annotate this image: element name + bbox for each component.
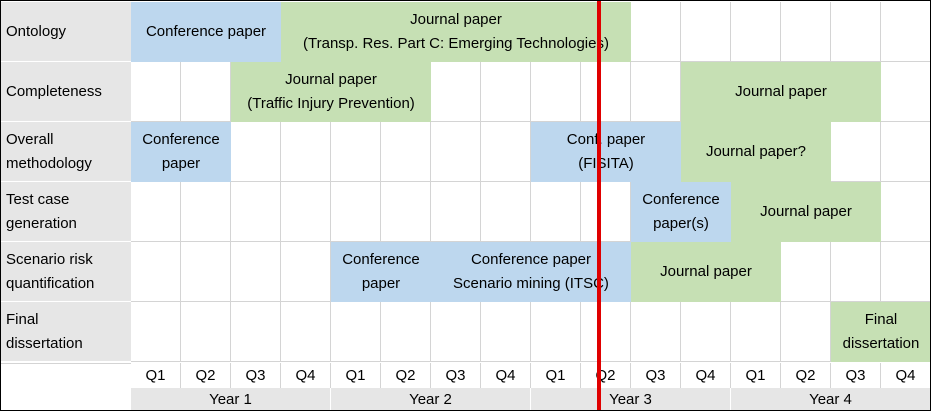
grid-cell bbox=[281, 242, 331, 302]
grid-cell bbox=[681, 302, 731, 362]
quarter-tick-label: Q1 bbox=[131, 363, 181, 388]
year-label: Year 2 bbox=[331, 388, 531, 410]
journal-paper-bar: Final dissertation bbox=[831, 302, 930, 362]
grid-cell bbox=[231, 182, 281, 242]
grid-cell bbox=[381, 302, 431, 362]
grid-cell bbox=[531, 62, 581, 122]
grid-cell bbox=[481, 302, 531, 362]
grid-cell bbox=[431, 182, 481, 242]
grid-cell bbox=[581, 62, 631, 122]
quarter-tick-label: Q2 bbox=[781, 363, 831, 388]
grid-cell bbox=[631, 2, 681, 62]
current-time-line bbox=[596, 1, 601, 410]
grid-cell bbox=[581, 182, 631, 242]
grid-cell bbox=[481, 182, 531, 242]
grid-cell bbox=[181, 302, 231, 362]
grid-cell bbox=[881, 122, 930, 182]
conference-paper-bar: Conference paper bbox=[331, 242, 431, 302]
grid-cell bbox=[881, 2, 930, 62]
quarter-tick-label: Q1 bbox=[731, 363, 781, 388]
grid-cell bbox=[231, 242, 281, 302]
grid-cell bbox=[681, 2, 731, 62]
journal-paper-bar: Journal paper (Traffic Injury Prevention… bbox=[231, 62, 431, 122]
grid-cell bbox=[881, 242, 930, 302]
conference-paper-bar: Conf. paper (FISITA) bbox=[531, 122, 681, 182]
grid-cell bbox=[131, 182, 181, 242]
grid-cell bbox=[231, 122, 281, 182]
grid-cell bbox=[881, 62, 930, 122]
quarter-tick-label: Q4 bbox=[681, 363, 731, 388]
conference-paper-bar: Conference paper Scenario mining (ITSC) bbox=[431, 242, 631, 302]
grid-cell bbox=[431, 122, 481, 182]
quarter-tick-label: Q3 bbox=[631, 363, 681, 388]
grid-cell bbox=[281, 302, 331, 362]
grid-cell bbox=[281, 122, 331, 182]
row-label: Scenario risk quantification bbox=[1, 242, 131, 302]
quarter-tick-label: Q2 bbox=[581, 363, 631, 388]
row-label: Test case generation bbox=[1, 182, 131, 242]
conference-paper-bar: Conference paper bbox=[131, 122, 231, 182]
grid-cell bbox=[831, 2, 881, 62]
grid-cell bbox=[781, 302, 831, 362]
grid-cell bbox=[131, 242, 181, 302]
grid-cell bbox=[631, 62, 681, 122]
grid-cell bbox=[731, 302, 781, 362]
grid-cell bbox=[881, 182, 930, 242]
conference-paper-bar: Conference paper(s) bbox=[631, 182, 731, 242]
row-label: Final dissertation bbox=[1, 302, 131, 362]
grid-cell bbox=[531, 182, 581, 242]
grid-cell bbox=[131, 302, 181, 362]
grid-cell bbox=[581, 302, 631, 362]
grid-cell bbox=[781, 2, 831, 62]
quarter-tick-label: Q1 bbox=[531, 363, 581, 388]
grid-cell bbox=[781, 242, 831, 302]
quarter-tick-label: Q4 bbox=[281, 363, 331, 388]
grid-cell bbox=[481, 122, 531, 182]
grid-cell bbox=[831, 242, 881, 302]
quarter-tick-label: Q3 bbox=[431, 363, 481, 388]
year-label: Year 4 bbox=[731, 388, 930, 410]
year-label: Year 1 bbox=[131, 388, 331, 410]
quarter-tick-label: Q2 bbox=[181, 363, 231, 388]
quarter-tick-label: Q2 bbox=[381, 363, 431, 388]
grid-cell bbox=[381, 182, 431, 242]
quarter-tick-label: Q4 bbox=[881, 363, 930, 388]
grid-cell bbox=[181, 242, 231, 302]
grid-cell bbox=[431, 62, 481, 122]
grid-cell bbox=[181, 182, 231, 242]
grid-cell bbox=[181, 62, 231, 122]
grid-cell bbox=[331, 302, 381, 362]
row-label: Ontology bbox=[1, 2, 131, 62]
grid-cell bbox=[331, 182, 381, 242]
journal-paper-bar: Journal paper bbox=[731, 182, 881, 242]
grid-cell bbox=[431, 302, 481, 362]
quarter-tick-label: Q3 bbox=[231, 363, 281, 388]
grid-cell bbox=[481, 62, 531, 122]
grid-cell bbox=[131, 62, 181, 122]
axis-corner bbox=[1, 363, 131, 410]
grid-cell bbox=[831, 122, 881, 182]
grid-cell bbox=[631, 302, 681, 362]
grid-cell bbox=[331, 122, 381, 182]
grid-cell bbox=[231, 302, 281, 362]
quarter-tick-label: Q3 bbox=[831, 363, 881, 388]
journal-paper-bar: Journal paper (Transp. Res. Part C: Emer… bbox=[281, 2, 631, 62]
quarter-tick-label: Q1 bbox=[331, 363, 381, 388]
grid-cell bbox=[381, 122, 431, 182]
grid-cell bbox=[731, 2, 781, 62]
journal-paper-bar: Journal paper bbox=[631, 242, 781, 302]
journal-paper-bar: Journal paper bbox=[681, 62, 881, 122]
journal-paper-bar: Journal paper? bbox=[681, 122, 831, 182]
year-label: Year 3 bbox=[531, 388, 731, 410]
grid-cell bbox=[281, 182, 331, 242]
grid-cell bbox=[531, 302, 581, 362]
conference-paper-bar: Conference paper bbox=[131, 2, 281, 62]
row-label: Completeness bbox=[1, 62, 131, 122]
quarter-tick-label: Q4 bbox=[481, 363, 531, 388]
row-label: Overall methodology bbox=[1, 122, 131, 182]
